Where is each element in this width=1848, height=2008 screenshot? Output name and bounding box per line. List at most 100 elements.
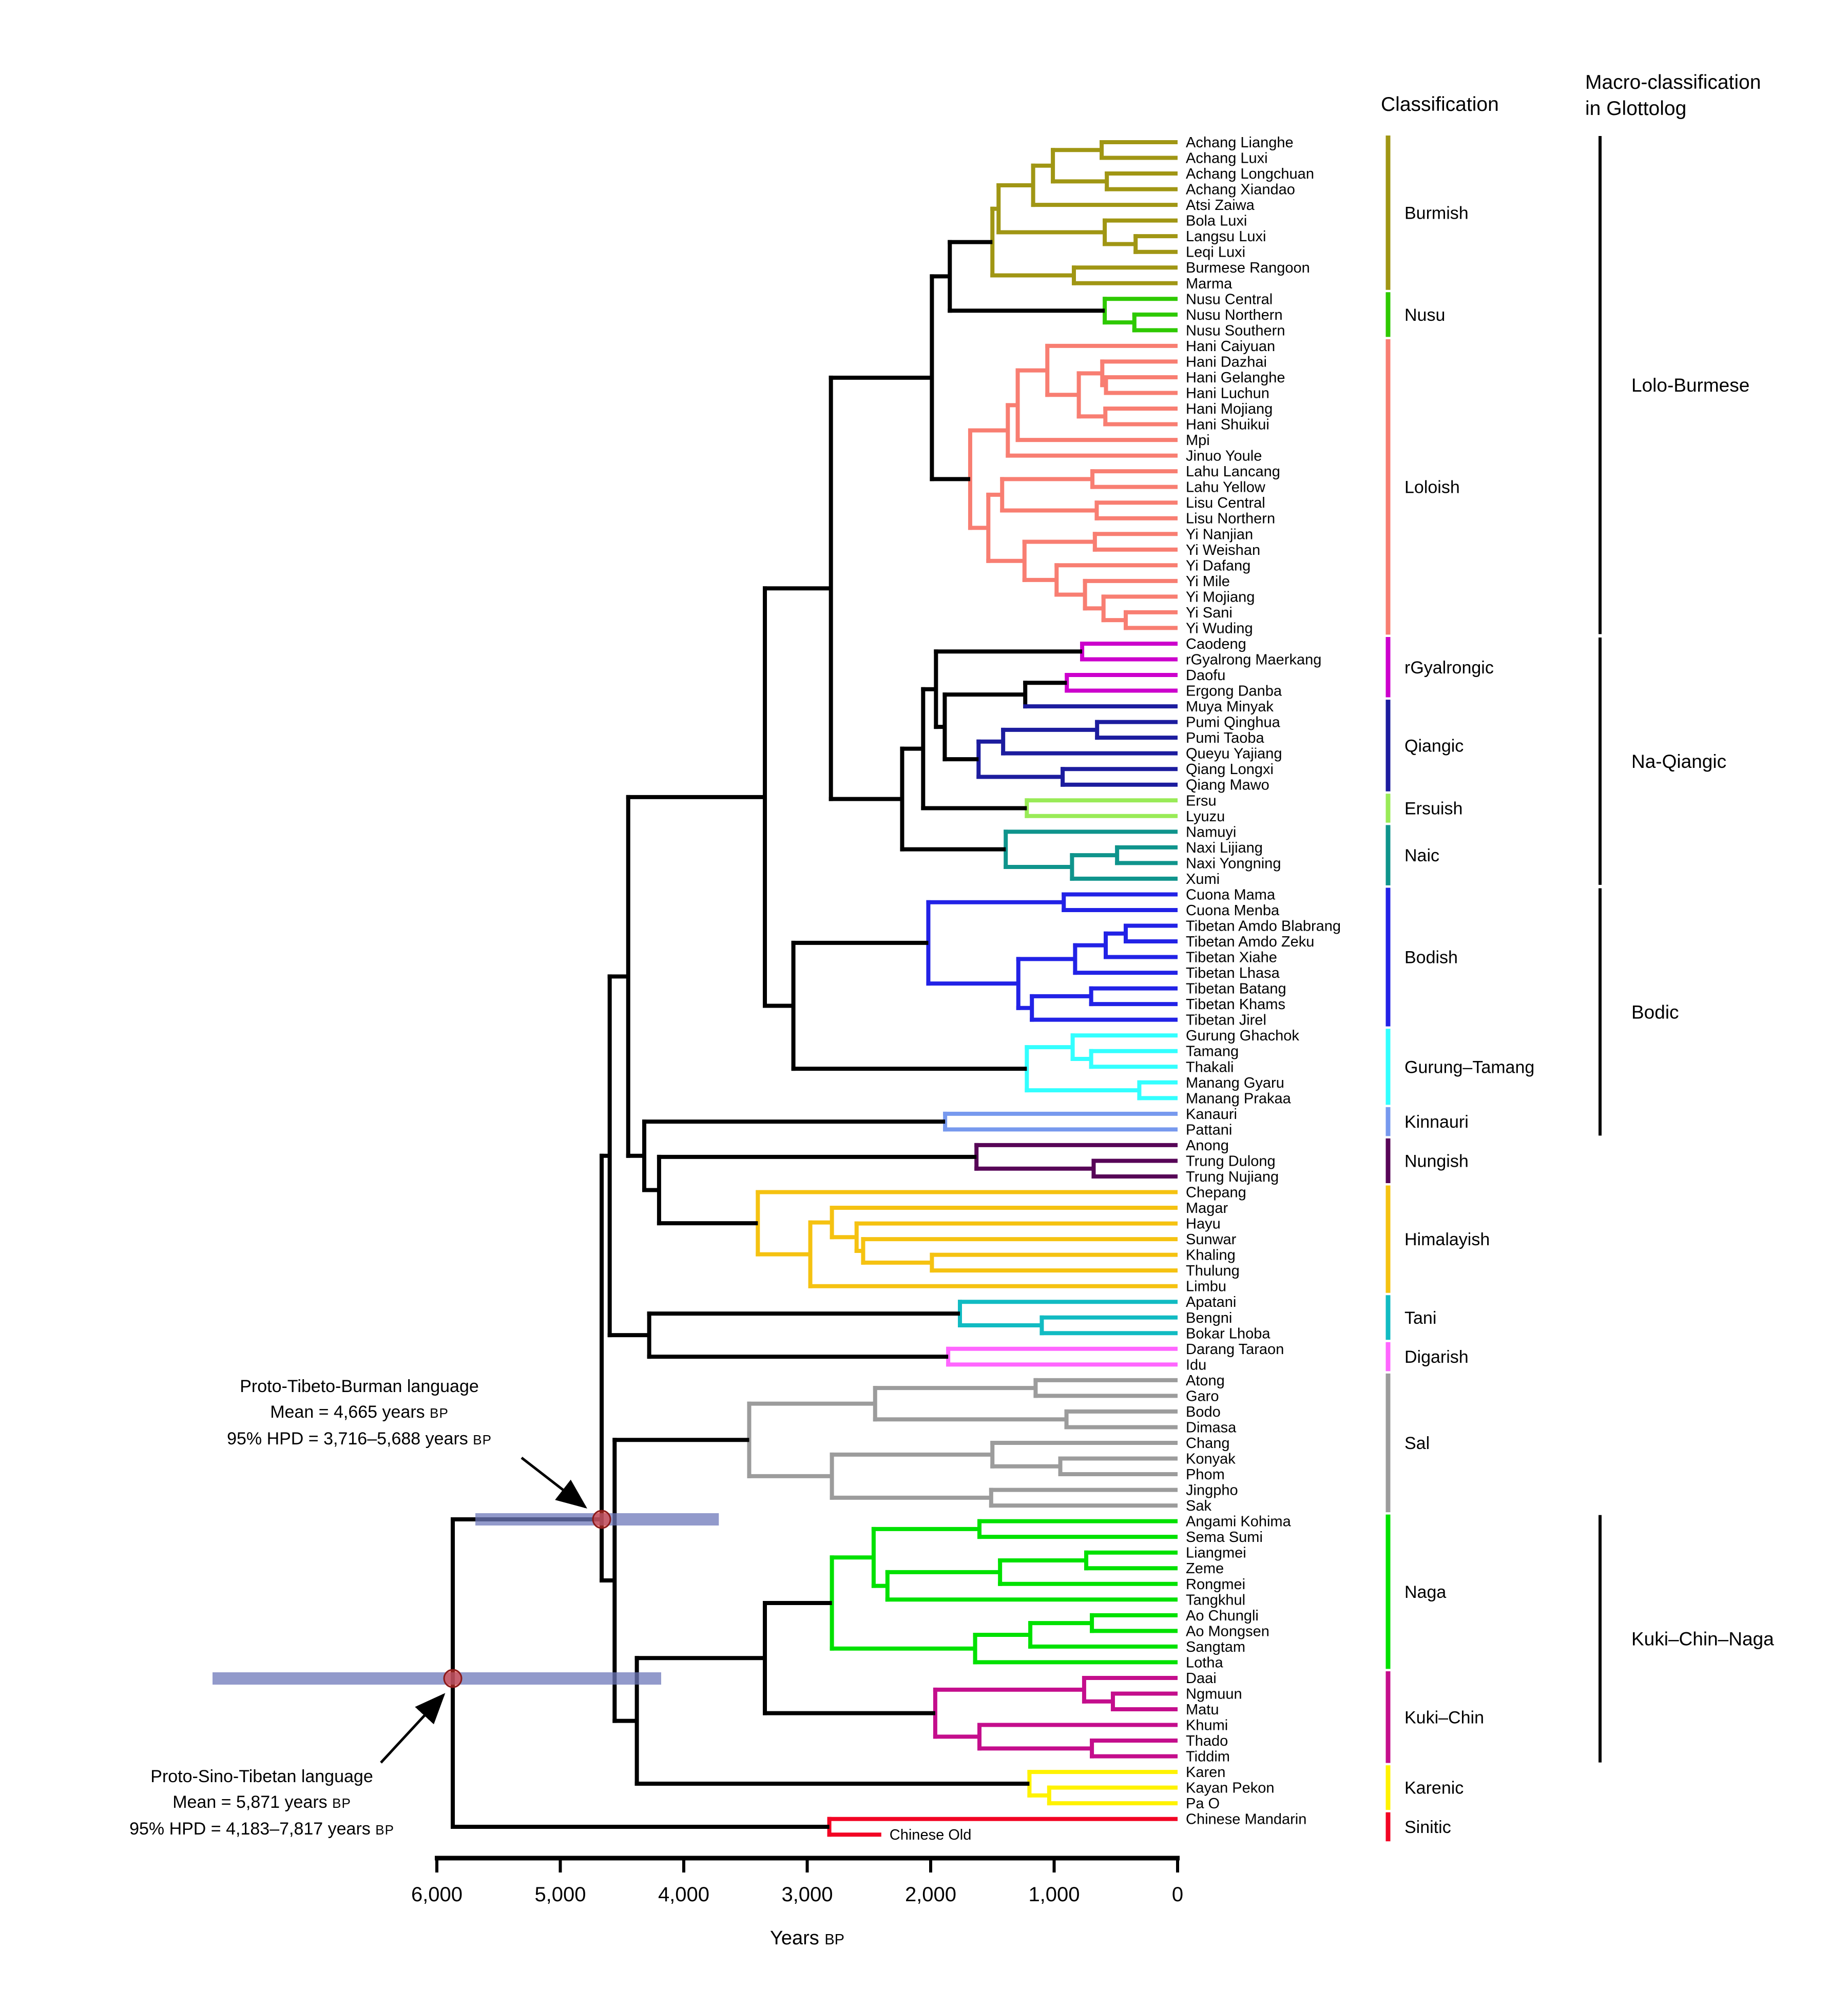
tip-label: Yi Wuding — [1186, 620, 1253, 636]
tip-label: Namuyi — [1186, 824, 1236, 840]
tip-label: Tibetan Batang — [1186, 981, 1286, 997]
tip-label: Tibetan Lhasa — [1186, 965, 1280, 981]
tip-label: Trung Dulong — [1186, 1153, 1276, 1169]
tip-label: Hayu — [1186, 1216, 1221, 1232]
tip-label: Caodeng — [1186, 636, 1246, 652]
time-axis: 6,000 5,000 4,000 3,000 2,000 1,000 0 Years BP — [411, 1856, 1183, 1949]
tip-label: Angami Kohima — [1186, 1514, 1292, 1530]
tip-label: Magar — [1186, 1200, 1228, 1217]
tip-label: Cuona Mama — [1186, 886, 1276, 903]
tip-label: Tibetan Xiahe — [1186, 950, 1277, 966]
macro-header-line1: Macro-classification — [1585, 71, 1761, 93]
tip-label: Ersu — [1186, 793, 1217, 809]
tip-label: Lotha — [1186, 1654, 1223, 1671]
tip-label: Liangmei — [1186, 1545, 1246, 1561]
classification-label: Nungish — [1404, 1151, 1469, 1171]
tip-label: Chepang — [1186, 1185, 1246, 1201]
classification-label: Tani — [1404, 1308, 1436, 1328]
axis-tick-label: 1,000 — [1028, 1883, 1080, 1906]
tip-label: Lisu Northern — [1186, 511, 1275, 527]
tip-label: Daai — [1186, 1670, 1217, 1687]
tip-label: Marma — [1186, 276, 1233, 292]
dated-node-dot — [443, 1669, 463, 1688]
classification-column: Burmish Nusu Loloish rGyalrongic Qiangic Ersu… — [1385, 136, 1534, 1842]
tip-label: Hani Shuikui — [1186, 417, 1269, 433]
tip-label: Queyu Yajiang — [1186, 746, 1282, 762]
tip-label: Bodo — [1186, 1404, 1221, 1420]
macro-classification-header: Macro-classification in Glottolog — [1585, 70, 1761, 122]
annotation-arrows — [380, 1457, 587, 1764]
ptb-mean: Mean = 4,665 years BP — [270, 1402, 449, 1422]
classification-label: Kuki–Chin — [1404, 1708, 1484, 1727]
tip-label: Phom — [1186, 1466, 1225, 1483]
tip-label: Tibetan Jirel — [1186, 1012, 1266, 1029]
tip-label: Qiang Longxi — [1186, 761, 1274, 778]
tip-label: Chinese Mandarin — [1186, 1811, 1306, 1828]
tip-label: Karen — [1186, 1764, 1225, 1781]
tip-label: Achang Luxi — [1186, 150, 1268, 167]
tip-label: Tiddim — [1186, 1749, 1230, 1765]
axis-tick-label: 6,000 — [411, 1883, 463, 1906]
tip-label: Sak — [1186, 1498, 1211, 1514]
annotation-arrow — [380, 1693, 446, 1764]
classification-label: Ersuish — [1404, 799, 1462, 819]
tip-label: Limbu — [1186, 1279, 1226, 1295]
pst-mean: Mean = 5,871 years BP — [172, 1792, 351, 1812]
tip-label: Hani Luchun — [1186, 385, 1269, 401]
tip-label: Jinuo Youle — [1186, 448, 1262, 465]
tip-label: Xumi — [1186, 871, 1220, 887]
tip-label: rGyalrong Maerkang — [1186, 651, 1321, 668]
tip-label: Nusu Northern — [1186, 307, 1283, 323]
dated-node-dot — [592, 1510, 611, 1529]
tip-label: Dimasa — [1186, 1419, 1237, 1436]
tip-label: Bola Luxi — [1186, 213, 1247, 229]
pst-title: Proto-Sino-Tibetan language — [150, 1767, 373, 1786]
tip-label: Anong — [1186, 1137, 1229, 1154]
tip-label: Cuona Menba — [1186, 902, 1280, 919]
macro-label: Na-Qiangic — [1631, 751, 1726, 772]
tip-label: Matu — [1186, 1702, 1219, 1718]
tip-label: Idu — [1186, 1357, 1206, 1373]
axis-tick-label: 0 — [1172, 1883, 1183, 1906]
macro-label: Lolo-Burmese — [1631, 375, 1749, 396]
classification-label: Qiangic — [1404, 736, 1464, 756]
tip-label: Burmese Rangoon — [1186, 260, 1310, 276]
tip-label: Hani Dazhai — [1186, 354, 1267, 370]
axis-tick-label: 5,000 — [534, 1883, 586, 1906]
tip-label: Yi Nanjian — [1186, 526, 1253, 543]
tip-label: Sema Sumi — [1186, 1529, 1263, 1546]
tip-label: Atsi Zaiwa — [1186, 197, 1255, 214]
tip-label: Khaling — [1186, 1247, 1236, 1264]
tip-label: Ao Mongsen — [1186, 1623, 1269, 1639]
tip-label: Yi Sani — [1186, 605, 1233, 621]
node-dots — [443, 1510, 611, 1688]
tip-label: Pumi Qinghua — [1186, 715, 1281, 731]
tree-branches — [451, 140, 1178, 1837]
axis-title: Years BP — [770, 1927, 844, 1949]
proto-sino-tibetan-annotation: Proto-Sino-Tibetan language Mean = 5,871… — [67, 1764, 457, 1843]
classification-label: Naic — [1404, 846, 1439, 865]
tip-label: Lisu Central — [1186, 495, 1265, 511]
classification-label: Naga — [1404, 1582, 1446, 1602]
tip-label: Hani Gelanghe — [1186, 370, 1285, 386]
classification-label: Himalayish — [1404, 1230, 1490, 1249]
tip-label: Rongmei — [1186, 1576, 1245, 1593]
classification-label: Burmish — [1404, 203, 1469, 223]
tip-label: Thulung — [1186, 1263, 1240, 1279]
tip-label: Leqi Luxi — [1186, 244, 1245, 261]
tip-label: Thado — [1186, 1733, 1228, 1749]
annotation-arrow — [521, 1457, 587, 1509]
tip-label: Bokar Lhoba — [1186, 1325, 1270, 1342]
tip-label: Pattani — [1186, 1122, 1232, 1138]
tip-label: Bengni — [1186, 1310, 1232, 1326]
tip-label: Ao Chungli — [1186, 1608, 1259, 1624]
tip-label: Thakali — [1186, 1059, 1234, 1075]
tip-label: Tibetan Amdo Zeku — [1186, 934, 1314, 950]
tip-label: Muya Minyak — [1186, 699, 1274, 715]
tip-label: Tibetan Amdo Blabrang — [1186, 918, 1341, 935]
pst-hpd: 95% HPD = 4,183–7,817 years BP — [129, 1819, 394, 1839]
tip-label: Chang — [1186, 1435, 1229, 1452]
tip-label: Zeme — [1186, 1560, 1224, 1577]
